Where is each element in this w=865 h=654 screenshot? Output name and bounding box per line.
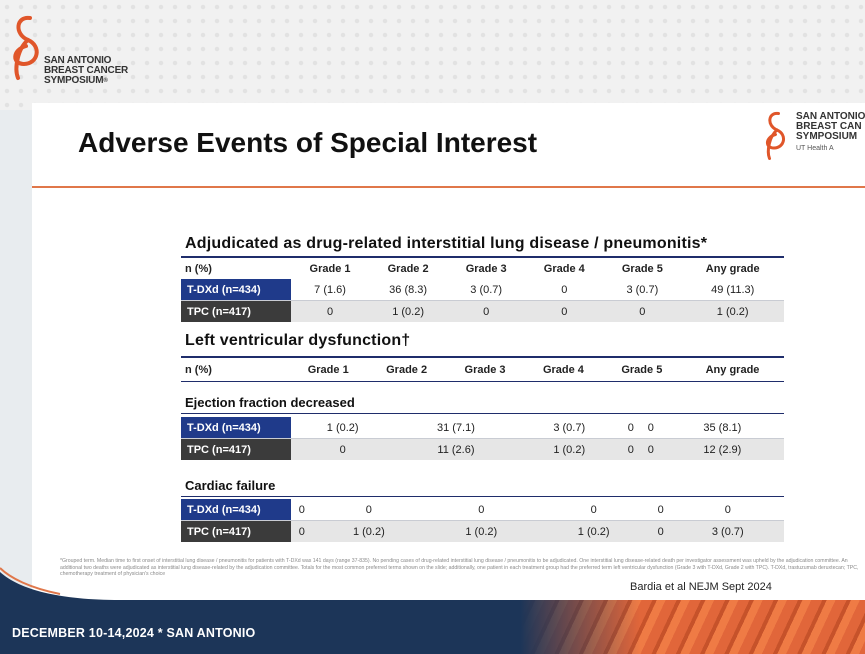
ribbon-logo-icon <box>13 15 39 80</box>
table-cell: 11 (2.6) <box>394 438 518 460</box>
ild-section-title: Adjudicated as drug-related interstitial… <box>185 235 708 252</box>
ejection-fraction-subtitle: Ejection fraction decreased <box>185 395 355 410</box>
column-header: Grade 5 <box>621 262 663 275</box>
title-divider <box>32 186 865 188</box>
table-cell: 1 (0.2) <box>681 300 784 322</box>
table-cell: 1 (0.2) <box>537 520 650 542</box>
table-cell: 0 <box>525 279 604 301</box>
footer-stripes-fade <box>520 600 640 654</box>
table-cell: 7 (1.6) <box>291 279 370 301</box>
table-cell: 0 <box>649 499 672 521</box>
lvd-header-rule <box>181 381 784 382</box>
table-cell: 31 (7.1) <box>394 417 518 439</box>
ejection-fraction-table: T-DXd (n=434) 1 (0.2) 31 (7.1) 3 (0.7) 0… <box>181 417 784 460</box>
table-row: TPC (n=417) 0 11 (2.6) 1 (0.2) 0 0 12 (2… <box>181 438 784 460</box>
table-cell: 35 (8.1) <box>660 417 784 439</box>
logo-wordmark: SAN ANTONIO BREAST CANCER SYMPOSIUM® <box>44 55 129 86</box>
column-header: Grade 2 <box>387 262 429 275</box>
table-cell: 0 <box>620 417 641 439</box>
table-cell: 0 <box>291 438 395 460</box>
corner-logo: SAN ANTONIO BREAST CAN SYMPOSIUM UT Heal… <box>762 109 865 179</box>
column-header: Grade 4 <box>542 363 584 376</box>
slide-title: Adverse Events of Special Interest <box>78 127 538 158</box>
table-cell: 0 <box>447 300 526 322</box>
ild-top-rule <box>181 256 784 258</box>
top-banner <box>0 0 865 110</box>
table-row: TPC (n=417) 0 1 (0.2) 0 0 0 1 (0.2) <box>181 300 784 322</box>
table-cell: 1 (0.2) <box>425 520 538 542</box>
footer-date-location: DECEMBER 10-14,2024 * SAN ANTONIO <box>12 626 256 640</box>
table-cell: 1 (0.2) <box>369 300 448 322</box>
table-cell: 49 (11.3) <box>681 279 784 301</box>
table-cell: 0 <box>640 417 661 439</box>
corner-logo-wordmark: SAN ANTONIO BREAST CAN SYMPOSIUM <box>796 111 865 142</box>
table-cell: 3 (0.7) <box>603 279 682 301</box>
lvd-top-rule <box>181 356 784 358</box>
table-header-row: n (%) Grade 1 Grade 2 Grade 3 Grade 4 Gr… <box>181 359 784 380</box>
table-cell: 3 (0.7) <box>517 417 621 439</box>
table-cell: 12 (2.9) <box>660 438 784 460</box>
table-cell: 1 (0.2) <box>291 417 395 439</box>
lvd-header-table: n (%) Grade 1 Grade 2 Grade 3 Grade 4 Gr… <box>181 359 784 380</box>
tpc-label: TPC (n=417) <box>181 438 291 460</box>
corner-ribbon-icon <box>765 111 785 160</box>
tpc-label: TPC (n=417) <box>181 520 291 542</box>
ild-table: n (%) Grade 1 Grade 2 Grade 3 Grade 4 Gr… <box>181 258 784 322</box>
table-cell: 0 <box>291 300 370 322</box>
table-cell: 0 <box>671 499 784 521</box>
cardiac-failure-subtitle: Cardiac failure <box>185 478 276 493</box>
column-header: Any grade <box>705 363 760 376</box>
table-row: T-DXd (n=434) 1 (0.2) 31 (7.1) 3 (0.7) 0… <box>181 417 784 439</box>
table-cell: 0 <box>312 499 426 521</box>
cardiac-failure-table: T-DXd (n=434) 0 0 0 0 0 0 TPC (n=417) 0 … <box>181 499 784 542</box>
table-cell: 0 <box>603 300 682 322</box>
table-cell: 1 (0.2) <box>312 520 426 542</box>
footnote: *Grouped term. Median time to first onse… <box>60 558 859 577</box>
table-cell: 0 <box>649 520 672 542</box>
table-cell: 0 <box>525 300 604 322</box>
column-header: Grade 2 <box>386 363 428 376</box>
lvd-section-title: Left ventricular dysfunction† <box>185 332 411 349</box>
table-cell: 36 (8.3) <box>369 279 448 301</box>
ejection-rule <box>181 413 784 414</box>
table-row: TPC (n=417) 0 1 (0.2) 1 (0.2) 1 (0.2) 0 … <box>181 520 784 542</box>
column-header: Grade 1 <box>309 262 351 275</box>
column-header: Any grade <box>705 262 760 275</box>
tpc-label: TPC (n=417) <box>181 300 291 322</box>
tdxd-label: T-DXd (n=434) <box>181 279 291 301</box>
symposium-logo: SAN ANTONIO BREAST CANCER SYMPOSIUM® <box>8 12 148 92</box>
table-cell: 0 <box>537 499 650 521</box>
table-cell: 0 <box>291 520 313 542</box>
cardiac-rule <box>181 496 784 497</box>
table-cell: 0 <box>291 499 313 521</box>
column-header: Grade 3 <box>465 262 507 275</box>
column-header: n (%) <box>185 262 212 275</box>
table-cell: 0 <box>425 499 538 521</box>
column-header: Grade 4 <box>543 262 585 275</box>
table-cell: 0 <box>620 438 641 460</box>
table-cell: 0 <box>640 438 661 460</box>
slide: Adverse Events of Special Interest SAN A… <box>32 103 865 600</box>
citation: Bardia et al NEJM Sept 2024 <box>630 581 772 593</box>
table-row: T-DXd (n=434) 7 (1.6) 36 (8.3) 3 (0.7) 0… <box>181 279 784 301</box>
column-header: Grade 5 <box>621 363 663 376</box>
tdxd-label: T-DXd (n=434) <box>181 417 291 439</box>
ut-health-logo: UT Health A <box>796 145 834 152</box>
table-row: T-DXd (n=434) 0 0 0 0 0 0 <box>181 499 784 521</box>
table-cell: 3 (0.7) <box>671 520 784 542</box>
column-header: n (%) <box>185 363 212 376</box>
tdxd-label: T-DXd (n=434) <box>181 499 291 521</box>
table-cell: 3 (0.7) <box>447 279 526 301</box>
column-header: Grade 3 <box>464 363 506 376</box>
table-cell: 1 (0.2) <box>517 438 621 460</box>
column-header: Grade 1 <box>307 363 349 376</box>
table-header-row: n (%) Grade 1 Grade 2 Grade 3 Grade 4 Gr… <box>181 258 784 279</box>
